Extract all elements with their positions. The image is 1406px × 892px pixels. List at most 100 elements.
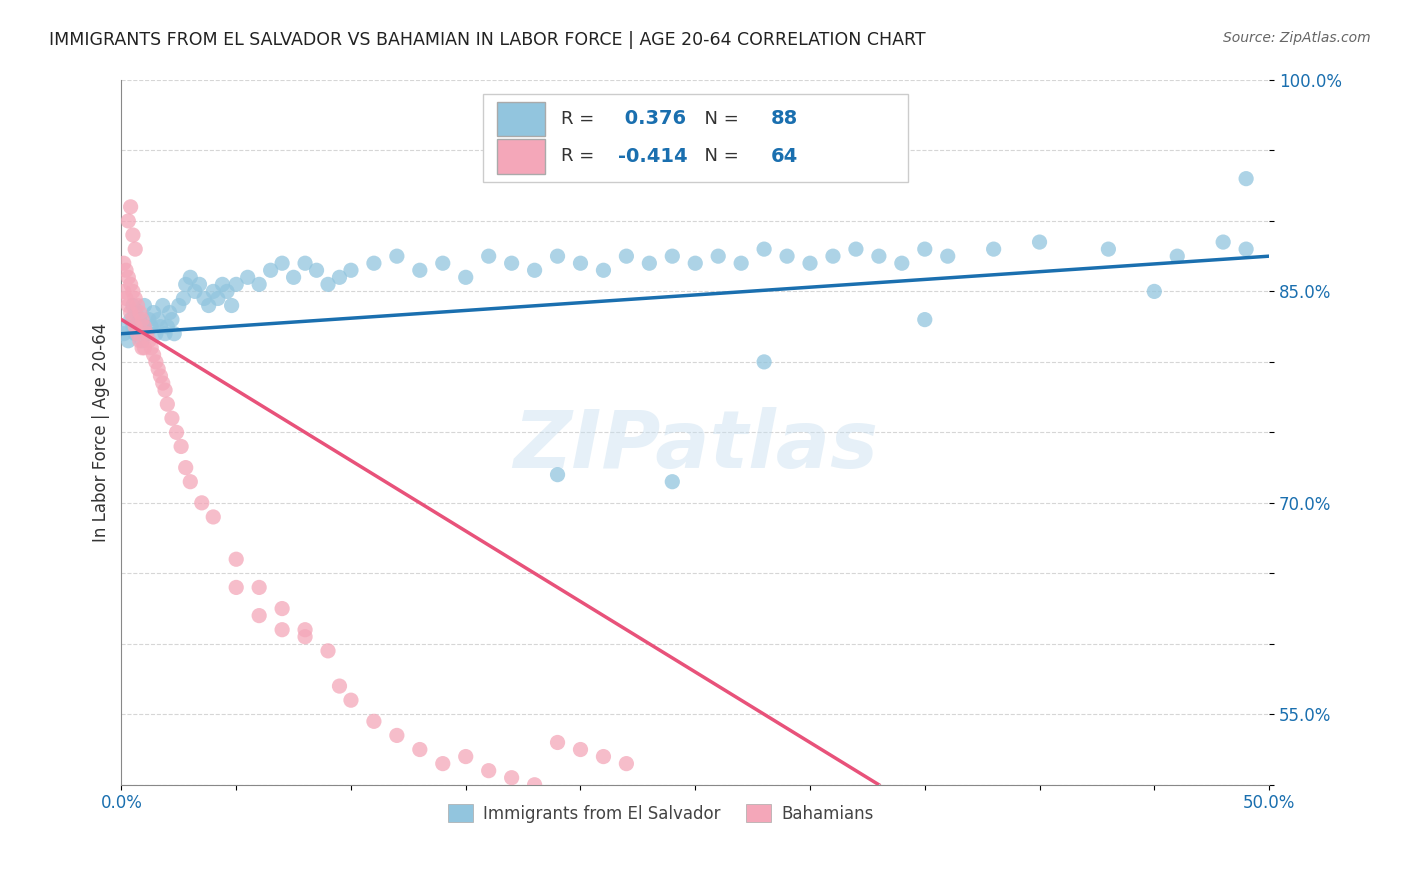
Point: [432, 256, 454, 270]
Point: [547, 467, 569, 482]
Point: [225, 581, 247, 595]
Point: [112, 326, 135, 341]
Point: [120, 200, 142, 214]
Text: N =: N =: [693, 110, 744, 128]
Point: [1143, 285, 1166, 299]
Point: [592, 263, 614, 277]
Point: [523, 263, 546, 277]
Point: [454, 749, 477, 764]
Point: [616, 756, 638, 771]
Point: [128, 312, 150, 326]
Point: [131, 334, 153, 348]
Point: [145, 326, 167, 341]
Point: [170, 440, 193, 454]
Point: [122, 298, 145, 312]
Point: [821, 249, 844, 263]
Point: [215, 285, 238, 299]
Point: [179, 270, 201, 285]
Point: [340, 263, 363, 277]
Point: [707, 249, 730, 263]
Point: [1234, 242, 1257, 256]
Point: [868, 249, 890, 263]
Point: [188, 277, 211, 292]
Point: [149, 319, 172, 334]
Point: [409, 263, 432, 277]
Point: [115, 319, 138, 334]
Point: [134, 298, 156, 312]
Point: [501, 771, 523, 785]
Point: [936, 249, 959, 263]
Point: [752, 355, 775, 369]
Point: [146, 362, 169, 376]
Text: R =: R =: [561, 147, 600, 165]
Point: [592, 749, 614, 764]
Point: [152, 298, 174, 312]
Point: [153, 383, 176, 397]
Point: [294, 256, 316, 270]
Point: [547, 249, 569, 263]
Point: [149, 369, 172, 384]
Text: N =: N =: [693, 147, 744, 165]
Point: [1028, 235, 1050, 249]
Point: [211, 277, 233, 292]
Point: [683, 256, 706, 270]
Point: [174, 277, 197, 292]
Text: 88: 88: [770, 109, 799, 128]
Point: [197, 298, 219, 312]
Point: [616, 249, 638, 263]
Point: [316, 644, 339, 658]
Point: [1166, 249, 1188, 263]
Point: [225, 277, 247, 292]
Point: [193, 292, 215, 306]
FancyBboxPatch shape: [482, 94, 907, 182]
Point: [271, 256, 294, 270]
Point: [117, 298, 139, 312]
Point: [127, 319, 149, 334]
Point: [156, 397, 179, 411]
Point: [385, 728, 408, 742]
Point: [167, 298, 190, 312]
Point: [172, 292, 194, 306]
Point: [225, 552, 247, 566]
Point: [236, 270, 259, 285]
Point: [122, 227, 145, 242]
Point: [247, 608, 270, 623]
Point: [138, 312, 160, 326]
Point: [661, 249, 683, 263]
Point: [547, 735, 569, 749]
Point: [202, 510, 225, 524]
Point: [271, 601, 294, 615]
Point: [294, 630, 316, 644]
Point: [328, 270, 350, 285]
Point: [638, 256, 661, 270]
Point: [340, 693, 363, 707]
Point: [156, 319, 179, 334]
Point: [124, 305, 146, 319]
Text: ZIPatlas: ZIPatlas: [513, 408, 877, 485]
Point: [120, 305, 142, 319]
Text: Source: ZipAtlas.com: Source: ZipAtlas.com: [1223, 31, 1371, 45]
Point: [166, 425, 188, 440]
Point: [134, 341, 156, 355]
Point: [363, 714, 385, 729]
Point: [124, 242, 146, 256]
Point: [122, 312, 145, 326]
Point: [145, 355, 167, 369]
Point: [478, 249, 501, 263]
Point: [661, 475, 683, 489]
Point: [799, 256, 821, 270]
FancyBboxPatch shape: [496, 139, 546, 174]
Point: [385, 249, 408, 263]
Point: [115, 292, 138, 306]
Text: 0.376: 0.376: [619, 109, 686, 128]
Point: [124, 319, 146, 334]
Point: [983, 242, 1005, 256]
Point: [454, 270, 477, 285]
Point: [247, 277, 270, 292]
Point: [142, 305, 165, 319]
Point: [163, 326, 186, 341]
Point: [160, 312, 183, 326]
Point: [221, 298, 243, 312]
Point: [142, 348, 165, 362]
Point: [146, 312, 169, 326]
